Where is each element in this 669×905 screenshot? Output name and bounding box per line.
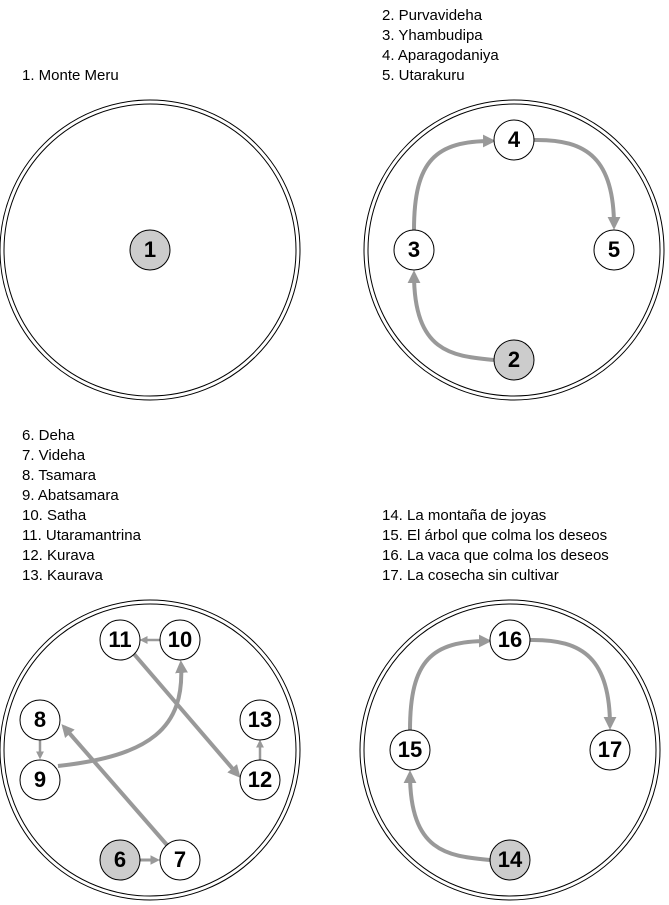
node-label: 8 — [34, 707, 46, 732]
node-1: 1 — [129, 229, 171, 271]
legend-panel-4: 14. La montaña de joyas 15. El árbol que… — [382, 506, 609, 586]
legend-item: 13. Kaurava — [22, 567, 103, 584]
legend-item: 3. Yhambudipa — [382, 27, 483, 44]
arrow-9-to-10 — [57, 660, 188, 768]
node-4: 4 — [493, 119, 535, 161]
node-label: 6 — [114, 847, 126, 872]
node-label: 1 — [144, 237, 156, 262]
arrow-4-to-5 — [533, 137, 621, 230]
arrow-3-to-4 — [412, 134, 496, 231]
node-7: 7 — [159, 839, 201, 881]
node-label: 11 — [108, 627, 131, 652]
node-10: 10 — [159, 619, 201, 661]
legend-item: 16. La vaca que colma los deseos — [382, 547, 609, 564]
node-label: 13 — [248, 707, 272, 732]
node-12: 12 — [239, 759, 281, 801]
node-label: 5 — [608, 237, 620, 262]
legend-item: 9. Abatsamara — [22, 487, 119, 504]
node-label: 3 — [408, 237, 420, 262]
node-label: 14 — [498, 847, 523, 872]
node-label: 2 — [508, 347, 520, 372]
node-13: 13 — [239, 699, 281, 741]
node-16: 16 — [489, 619, 531, 661]
legend-panel-2: 2. Purvavideha 3. Yhambudipa 4. Aparagod… — [382, 6, 499, 86]
node-5: 5 — [593, 229, 635, 271]
node-9: 9 — [19, 759, 61, 801]
node-label: 12 — [248, 767, 272, 792]
legend-item: 17. La cosecha sin cultivar — [382, 567, 559, 584]
node-11: 11 — [99, 619, 141, 661]
node-3: 3 — [393, 229, 435, 271]
outer-ring-2 — [363, 99, 665, 401]
legend-item: 4. Aparagodaniya — [382, 47, 499, 64]
legend-item: 6. Deha — [22, 427, 75, 444]
node-17: 17 — [589, 729, 631, 771]
legend-item: 11. Utaramantrina — [22, 527, 141, 544]
legend-item: 5. Utarakuru — [382, 67, 465, 84]
node-14: 14 — [489, 839, 531, 881]
legend-panel-1: 1. Monte Meru — [22, 66, 119, 86]
node-2: 2 — [493, 339, 535, 381]
legend-item: 14. La montaña de joyas — [382, 507, 547, 524]
node-label: 16 — [498, 627, 522, 652]
node-label: 9 — [34, 767, 46, 792]
arrow-7-to-8 — [61, 724, 169, 847]
node-label: 15 — [398, 737, 422, 762]
node-8: 8 — [19, 699, 61, 741]
legend-item: 1. Monte Meru — [22, 67, 119, 84]
legend-item: 8. Tsamara — [22, 467, 96, 484]
legend-item: 15. El árbol que colma los deseos — [382, 527, 608, 544]
outer-ring-1 — [0, 99, 301, 401]
outer-ring-3 — [0, 599, 301, 901]
node-label: 17 — [598, 737, 622, 762]
arrow-16-to-17 — [529, 637, 617, 730]
legend-item: 7. Videha — [22, 447, 86, 464]
legend-item: 12. Kurava — [22, 547, 95, 564]
legend-panel-3: 6. Deha 7. Videha 8. Tsamara 9. Abatsama… — [22, 426, 141, 586]
arrow-11-to-12 — [132, 652, 241, 778]
legend-item: 10. Satha — [22, 507, 87, 524]
arrow-2-to-3 — [407, 270, 495, 362]
arrow-15-to-16 — [408, 634, 492, 731]
node-6: 6 — [99, 839, 141, 881]
node-label: 10 — [168, 627, 192, 652]
node-label: 4 — [508, 127, 521, 152]
arrow-14-to-15 — [403, 770, 491, 862]
legend-item: 2. Purvavideha — [382, 7, 483, 24]
outer-ring-4 — [359, 599, 661, 901]
node-label: 7 — [174, 847, 186, 872]
node-15: 15 — [389, 729, 431, 771]
